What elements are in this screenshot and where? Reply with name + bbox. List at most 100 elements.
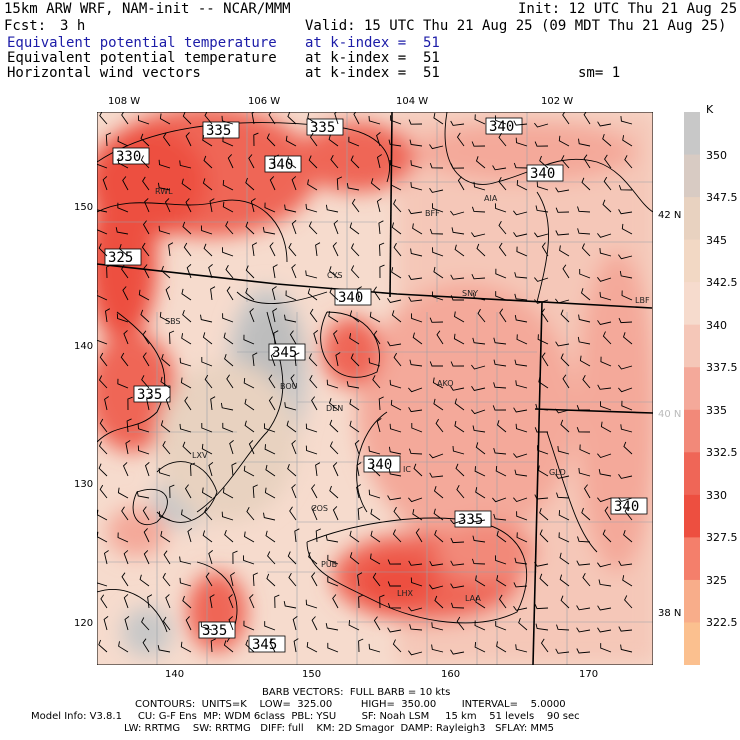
wind-barb — [450, 583, 465, 589]
wind-barb — [126, 418, 132, 433]
wind-barb — [329, 441, 339, 455]
wind-barb — [284, 204, 297, 213]
wind-barb — [203, 243, 213, 257]
wind-barb — [516, 334, 528, 345]
lat-label: 40 N — [658, 409, 682, 420]
wind-barb — [346, 381, 360, 389]
wind-barb — [390, 115, 402, 125]
wind-barb — [291, 176, 297, 191]
wind-barb — [201, 357, 213, 367]
wind-barb — [325, 623, 339, 631]
wind-barb — [473, 181, 486, 191]
model-info: Model Info: V3.8.1 CU: G-F Ens MP: WDM 6… — [31, 711, 580, 722]
wind-barb — [268, 396, 276, 411]
wind-barb — [429, 472, 444, 478]
wind-barb — [228, 594, 234, 609]
wind-barb — [576, 627, 591, 633]
wind-barb — [558, 135, 570, 147]
wind-barb — [305, 599, 318, 609]
wind-barb — [290, 374, 297, 389]
lon-label: 104 W — [396, 96, 429, 107]
wind-barb — [494, 203, 507, 213]
wind-barb — [350, 353, 360, 367]
wind-barb — [182, 441, 192, 455]
wind-barb — [450, 649, 465, 655]
wind-barb — [539, 529, 549, 543]
wind-barb — [432, 247, 444, 257]
wind-barb — [496, 420, 507, 433]
svg-text:345: 345 — [272, 345, 297, 361]
wind-barb — [309, 374, 318, 389]
wind-barb — [311, 572, 318, 587]
wind-barb — [412, 332, 423, 345]
wind-barb — [555, 408, 570, 414]
wind-barb — [262, 226, 276, 235]
wind-barb — [251, 112, 255, 125]
wind-barb — [515, 380, 528, 389]
colorbar-cell — [684, 197, 700, 241]
wind-barb — [471, 206, 486, 213]
wind-barb — [408, 209, 423, 215]
wind-barb — [243, 465, 255, 477]
wind-barb — [410, 248, 423, 257]
wind-barb — [450, 120, 465, 126]
wind-barb — [538, 465, 549, 477]
wind-barb — [328, 398, 339, 411]
wind-barb — [582, 374, 591, 389]
wind-barb — [284, 314, 297, 323]
barb-vector-note: BARB VECTORS: FULL BARB = 10 kts — [262, 687, 451, 698]
wind-barb — [209, 594, 215, 609]
wind-barb — [312, 506, 318, 521]
wind-barb — [252, 352, 258, 367]
wind-barb — [349, 333, 360, 345]
wind-barb — [294, 352, 300, 367]
wind-barb — [182, 595, 192, 609]
wind-barb — [534, 561, 549, 567]
wind-barb — [349, 310, 360, 323]
wind-barb — [223, 332, 234, 345]
wind-barb — [429, 162, 444, 169]
wind-barb — [210, 638, 216, 653]
wind-barb — [471, 141, 486, 147]
wind-barb — [368, 446, 381, 455]
wind-barb — [161, 265, 171, 279]
lat-label: 38 N — [658, 608, 682, 619]
wind-barb — [372, 375, 381, 389]
wind-barb — [621, 223, 633, 235]
colorbar-cell — [684, 282, 700, 326]
wind-barb — [429, 361, 443, 367]
wind-barb — [577, 206, 591, 213]
wind-barb — [118, 641, 129, 653]
wind-barb — [389, 379, 402, 389]
wind-barb — [618, 364, 633, 370]
wind-barb — [513, 232, 528, 238]
wind-barb — [618, 254, 633, 260]
wind-barb — [411, 423, 423, 433]
field-1-name: Equivalent potential temperature — [7, 35, 277, 51]
wind-barb — [243, 377, 255, 389]
wind-barb — [179, 423, 192, 433]
station-label: AKO — [437, 379, 454, 388]
wind-barb — [164, 198, 171, 213]
station-label: COS — [311, 504, 328, 513]
wind-barb — [624, 506, 633, 521]
station-label: RWL — [155, 187, 173, 196]
wind-barb — [436, 330, 444, 345]
wind-barb — [183, 242, 192, 257]
wind-barb — [286, 420, 297, 433]
wind-barb — [559, 552, 570, 565]
station-label: BOU — [280, 382, 298, 391]
wind-barb — [99, 352, 108, 367]
wind-barb — [267, 551, 276, 565]
wind-barb — [537, 334, 549, 345]
wind-barb — [208, 264, 213, 279]
wind-barb — [356, 484, 361, 499]
wind-barb — [169, 484, 175, 499]
wind-barb — [125, 440, 131, 455]
wind-barb — [185, 616, 192, 631]
lon-label: 102 W — [541, 96, 574, 107]
colorbar-cell — [684, 324, 700, 368]
wind-barb — [332, 506, 339, 521]
wind-barb — [209, 198, 215, 213]
wind-barb — [372, 572, 381, 587]
